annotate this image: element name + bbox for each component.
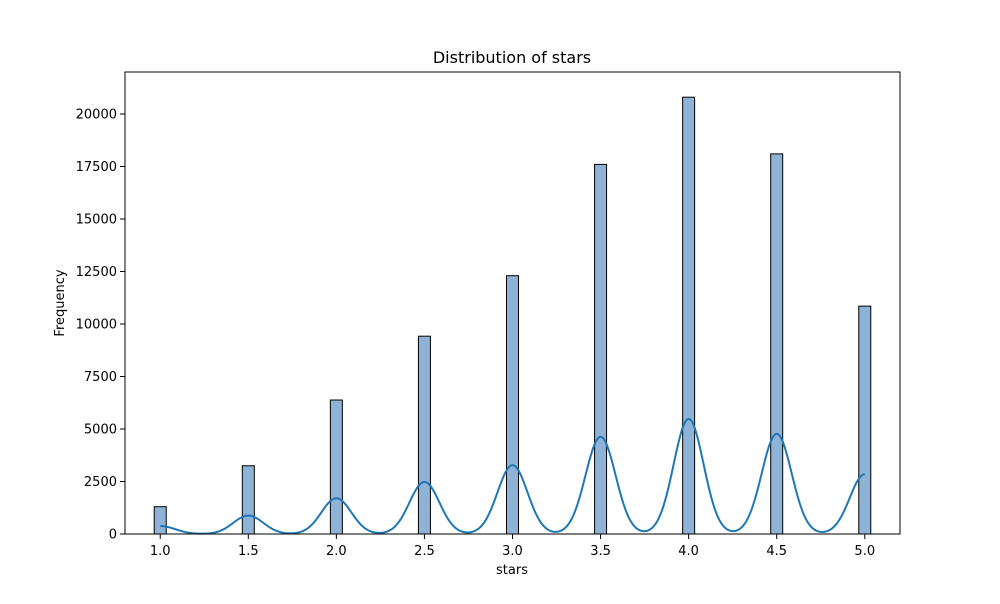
y-axis: 0 2500 5000 7500 10000 12500 15000 17500 20000 xyxy=(76,108,125,543)
y-tick-label: 2500 xyxy=(84,475,117,490)
bars-layer xyxy=(153,96,872,535)
x-tick-label: 4.0 xyxy=(678,544,699,559)
x-tick-label: 1.5 xyxy=(238,544,259,559)
histogram-bar-3 xyxy=(417,335,431,535)
y-tick-label: 0 xyxy=(109,528,117,543)
x-tick-label: 2.0 xyxy=(326,544,347,559)
histogram-bar-2 xyxy=(329,399,343,535)
y-tick-label: 7500 xyxy=(84,370,117,385)
x-axis: 1.0 1.5 2.0 2.5 3.0 3.5 4.0 4.5 5.0 xyxy=(150,534,875,559)
histogram-bar-5 xyxy=(594,163,608,535)
kde-layer xyxy=(160,417,865,535)
x-tick-label: 5.0 xyxy=(854,544,875,559)
y-tick-label: 15000 xyxy=(76,213,117,228)
histogram-bar-7 xyxy=(770,153,784,535)
histogram-bar-0 xyxy=(153,506,167,535)
y-tick-label: 10000 xyxy=(76,318,117,333)
x-tick-label: 2.5 xyxy=(414,544,435,559)
y-tick-label: 20000 xyxy=(76,108,117,123)
x-tick-label: 3.5 xyxy=(590,544,611,559)
y-axis-label: Frequency xyxy=(53,269,68,336)
histogram-bar-1 xyxy=(241,465,255,535)
histogram-bar-4 xyxy=(506,275,519,535)
histogram-bar-6 xyxy=(682,96,696,535)
x-tick-label: 4.5 xyxy=(766,544,787,559)
kde-line xyxy=(160,417,865,535)
x-axis-label: stars xyxy=(496,563,528,578)
x-tick-label: 3.0 xyxy=(502,544,523,559)
histogram-bar-8 xyxy=(858,305,872,535)
x-tick-label: 1.0 xyxy=(150,544,171,559)
chart-title: Distribution of stars xyxy=(433,48,591,67)
y-tick-label: 5000 xyxy=(84,423,117,438)
y-tick-label: 17500 xyxy=(76,160,117,175)
y-tick-label: 12500 xyxy=(76,265,117,280)
